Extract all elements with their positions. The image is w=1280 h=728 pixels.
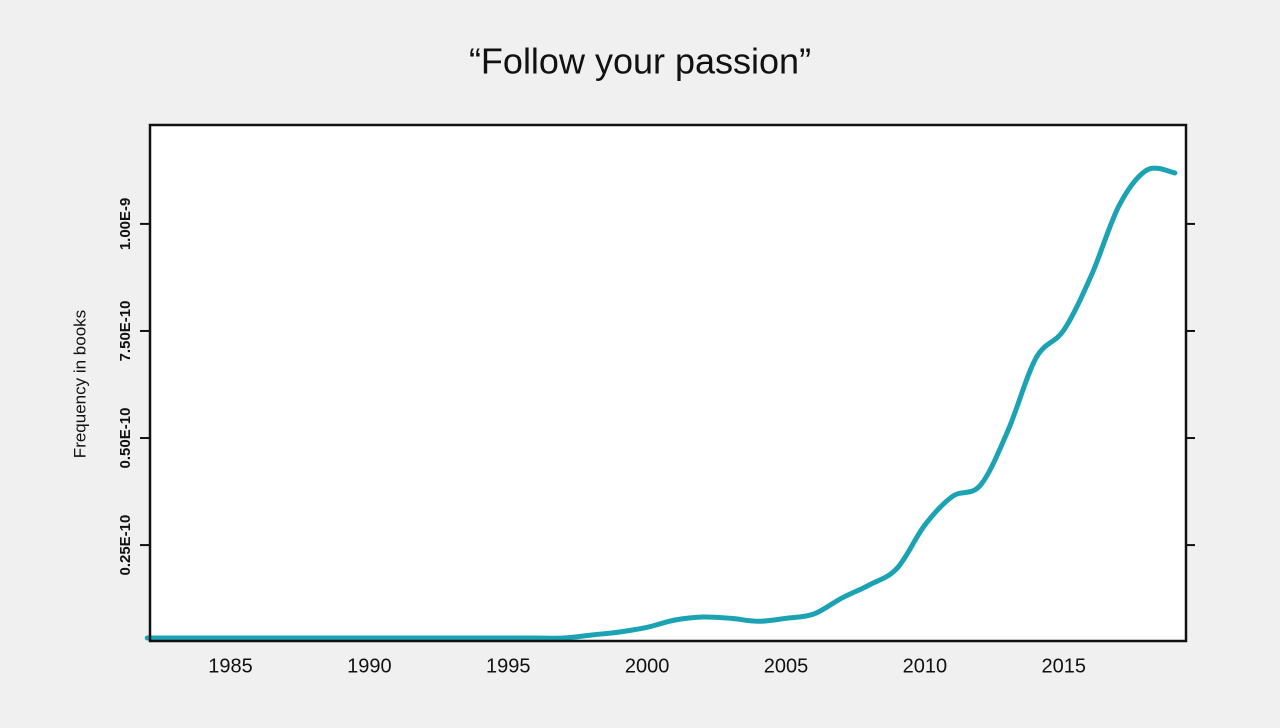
y-tick-label: 1.00E-9 <box>117 198 134 251</box>
x-tick-label: 2015 <box>1042 655 1087 677</box>
x-tick-label: 1985 <box>208 655 253 677</box>
y-tick-label: 7.50E-10 <box>117 301 134 362</box>
x-tick-label: 2000 <box>625 655 670 677</box>
line-series <box>144 165 1178 641</box>
x-tick-label: 2005 <box>764 655 809 677</box>
x-tick-label: 1990 <box>347 655 392 677</box>
x-tick-label: 2010 <box>903 655 948 677</box>
plot-area <box>150 125 1186 641</box>
x-tick-label: 1995 <box>486 655 531 677</box>
y-tick-label: 0.25E-10 <box>117 515 134 576</box>
plot-frame <box>148 123 1188 643</box>
y-tick-label: 0.50E-10 <box>117 408 134 469</box>
y-axis-label: Frequency in books <box>70 310 89 458</box>
chart-title: “Follow your passion” <box>469 41 811 82</box>
